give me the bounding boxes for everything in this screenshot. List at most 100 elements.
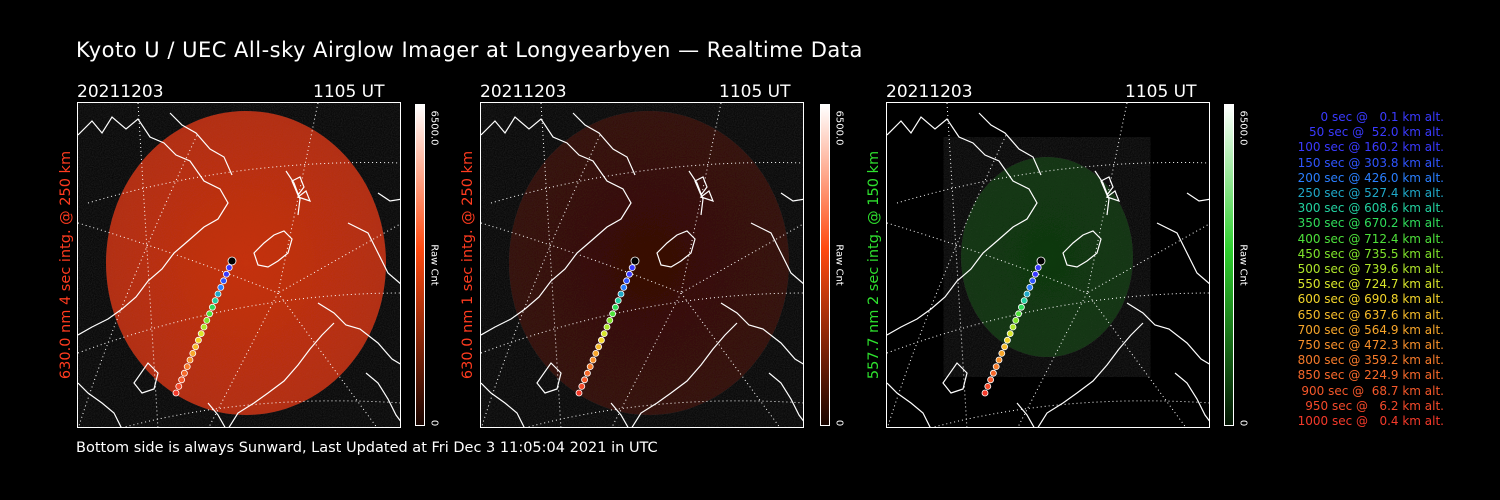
grid-line [932,400,1209,427]
trajectory-point [211,297,219,305]
trajectory-point [1031,270,1039,278]
panel-3-date: 20211203 [886,82,973,102]
panel-3-time: 1105 UT [1125,82,1197,102]
grid-line [277,292,378,427]
trajectory-point [995,356,1003,364]
trajectory-point [595,343,602,351]
coastline [780,192,803,202]
trajectory-point [575,389,583,397]
grid-line [680,292,781,427]
trajectory-point [598,336,605,344]
coastline [481,382,525,427]
panel-3-colorbar-min: 0 [1237,419,1249,427]
legend-entry: 200 sec @ 426.0 km alt. [1297,170,1444,185]
panel-1-colorbar [415,104,425,426]
trajectory-point [606,316,614,324]
trajectory-point [617,290,625,298]
legend-entry: 400 sec @ 712.4 km alt. [1297,231,1444,246]
allsky-map [481,103,803,427]
coastline [169,112,233,176]
coastline [1156,222,1209,285]
coastline [1094,170,1110,216]
trajectory-point [203,316,211,324]
trajectory-point [603,323,611,331]
legend-entry: 300 sec @ 608.6 km alt. [1297,201,1444,216]
grid-line [1017,292,1088,427]
coastline [253,230,293,268]
coastline [481,116,632,336]
coastline [688,170,704,216]
grid-line [277,103,319,294]
grid-line [896,162,1209,204]
panel-1-side-label: 630.0 nm 4 sec intg. @ 250 km [58,150,74,380]
legend-entry: 850 sec @ 224.9 km alt. [1297,368,1444,383]
allsky-map [78,103,400,427]
trajectory-point [981,389,989,397]
coastline [1037,322,1144,427]
airglow-disk [961,157,1133,357]
trajectory-point [1012,316,1020,324]
trajectory-point [614,297,622,305]
panel-2-colorbar-unit: Raw Cnt [833,244,845,286]
grid-line [1086,103,1128,294]
trajectory-point [592,349,600,357]
trajectory-point [1020,297,1028,305]
panel-1-time: 1105 UT [313,82,385,102]
coastline [942,362,968,394]
panel-1-colorbar-min: 0 [428,419,440,427]
trajectory-point [1015,310,1023,318]
coastline [750,222,803,285]
coastline [347,222,400,285]
coastline [285,170,301,216]
coastline [610,402,629,427]
trajectory-point [208,303,216,311]
panel-3-allsky-image[interactable] [886,102,1210,428]
trajectory-point [1023,290,1031,298]
panel-3-colorbar-unit: Raw Cnt [1237,244,1249,286]
trajectory-point [222,270,230,278]
trajectory-point [623,277,631,285]
coastline [133,362,159,394]
panel-1-colorbar-max: 6500.0 [428,110,440,146]
coastline [768,372,803,422]
trajectory-point [178,376,185,384]
trajectory-point [1026,283,1034,291]
legend-entry: 800 sec @ 359.2 km alt. [1297,353,1444,368]
coastline [699,190,715,202]
trajectory-point [1036,256,1046,266]
grid-line [490,162,803,204]
grid-line [680,103,722,294]
panel-3-colorbar-max: 6500.0 [1237,110,1249,146]
panel-1-date: 20211203 [77,82,164,102]
coastline [978,112,1042,176]
trajectory-point [1034,264,1042,272]
panel-3-colorbar [1224,104,1234,426]
trajectory-point [584,369,591,377]
trajectory-point [197,330,205,338]
airglow-disk [106,111,386,415]
trajectory-point [984,382,992,390]
trajectory-point [206,310,214,318]
trajectory-point [1009,323,1017,331]
trajectory-point [1004,336,1011,344]
trajectory-point [227,256,237,266]
trajectory-point [589,356,597,364]
page-title: Kyoto U / UEC All-sky Airglow Imager at … [76,38,863,62]
panel-2-colorbar-max: 6500.0 [833,110,845,146]
trajectory-point [586,363,594,371]
coastline [1100,176,1114,197]
panel-2-allsky-image[interactable] [480,102,804,428]
coastline [694,176,708,197]
panel-1-allsky-image[interactable] [77,102,401,428]
grid-line [946,103,968,427]
legend-entry: 0 sec @ 0.1 km alt. [1320,110,1445,124]
legend-entry: 700 sec @ 564.9 km alt. [1297,322,1444,337]
legend-entry: 750 sec @ 472.3 km alt. [1297,338,1444,353]
coastline [631,322,738,427]
trajectory-point [625,270,633,278]
trajectory-point [225,264,233,272]
coastline [291,176,305,197]
trajectory-point [987,376,994,384]
trajectory-point [200,323,208,331]
grid-line [87,162,400,204]
